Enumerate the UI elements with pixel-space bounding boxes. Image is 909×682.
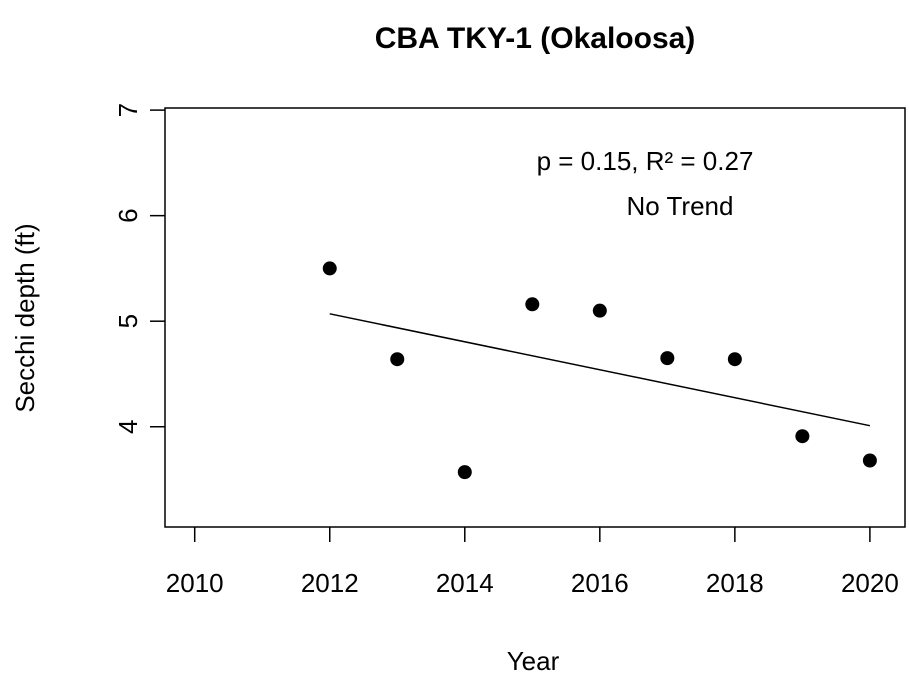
point (592, 303, 607, 318)
x-tick-label: 2020 (841, 568, 899, 598)
x-tick-label: 2010 (166, 568, 224, 598)
x-axis-label: Year (507, 646, 560, 676)
x-tick-label: 2014 (436, 568, 494, 598)
x-tick-label: 2016 (571, 568, 629, 598)
point (525, 297, 540, 312)
point (727, 352, 742, 367)
y-tick-label: 6 (113, 208, 143, 222)
point (795, 429, 810, 444)
point (390, 352, 405, 367)
point (862, 453, 877, 468)
y-tick-label: 4 (113, 420, 143, 434)
y-tick-label: 5 (113, 314, 143, 328)
x-tick-label: 2018 (706, 568, 764, 598)
annotation: p = 0.15, R² = 0.27 (537, 146, 754, 176)
chart-title: CBA TKY-1 (Okaloosa) (375, 22, 696, 55)
annotation: No Trend (627, 191, 734, 221)
y-tick-label: 7 (113, 103, 143, 117)
x-tick-label: 2012 (301, 568, 359, 598)
point (457, 465, 472, 480)
point (660, 351, 675, 366)
plot-frame (164, 107, 906, 528)
y-axis-label: Secchi depth (ft) (10, 223, 40, 412)
point (322, 261, 337, 276)
trend-line (329, 313, 871, 427)
